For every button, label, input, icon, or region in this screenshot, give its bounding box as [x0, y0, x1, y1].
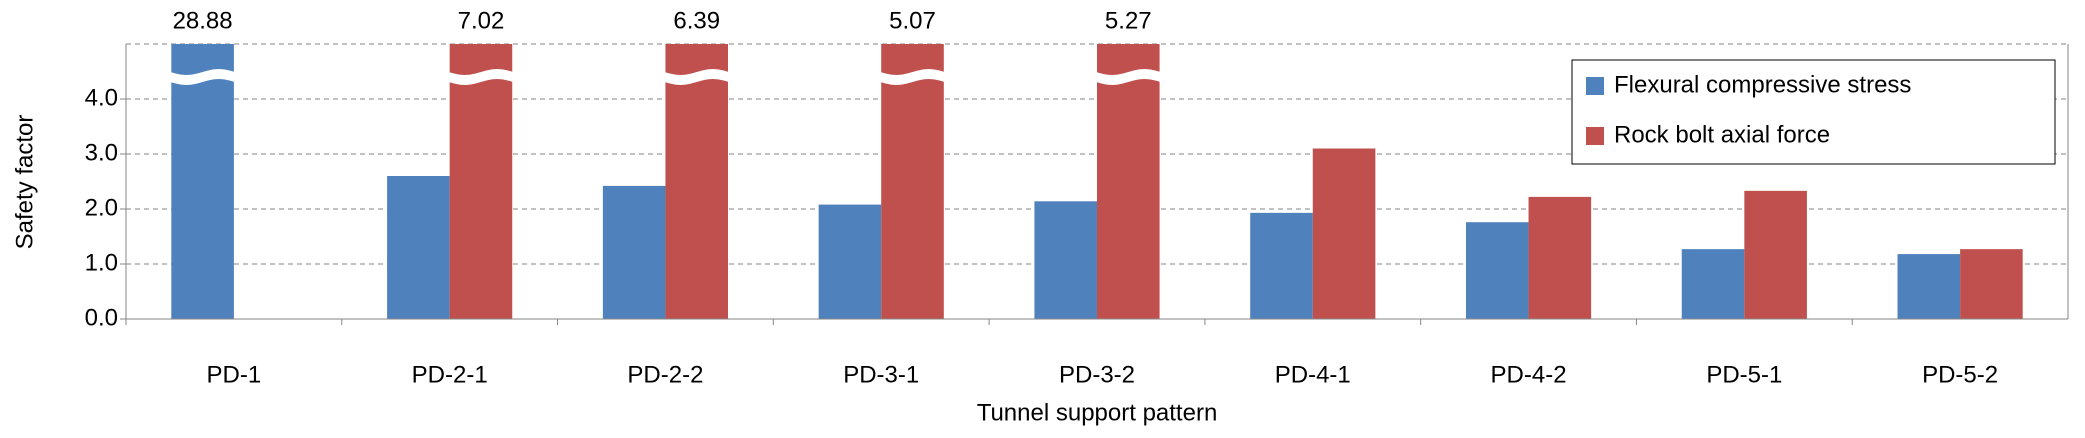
value-label: 5.07: [889, 7, 936, 34]
x-tick-label: PD-3-2: [1059, 361, 1135, 388]
value-label: 5.27: [1105, 7, 1152, 34]
bar: [1097, 44, 1160, 319]
value-label: 7.02: [458, 7, 505, 34]
x-tick-label: PD-3-1: [843, 361, 919, 388]
x-tick-label: PD-1: [207, 361, 262, 388]
bar: [1465, 222, 1529, 319]
axis-break: [1096, 69, 1161, 85]
axis-break: [880, 69, 945, 85]
y-tick-label: 3.0: [85, 139, 118, 166]
legend-box: [1571, 59, 2056, 165]
x-tick-label: PD-5-2: [1922, 361, 1998, 388]
x-tick-label: PD-4-2: [1491, 361, 1567, 388]
x-tick-label: PD-2-1: [412, 361, 488, 388]
bar: [1744, 190, 1807, 319]
bar: [1681, 249, 1745, 319]
bar: [171, 44, 234, 319]
value-label: 28.88: [173, 7, 233, 34]
x-tick-label: PD-2-2: [627, 361, 703, 388]
y-tick-label: 2.0: [85, 194, 118, 221]
bar: [665, 44, 729, 319]
value-label: 6.39: [673, 7, 720, 34]
bar: [1897, 254, 1961, 319]
x-axis-title: Tunnel support pattern: [977, 399, 1218, 426]
bar: [1960, 249, 2023, 319]
y-axis-title: Safety factor: [11, 115, 38, 250]
bar: [881, 44, 944, 319]
bar: [1034, 201, 1097, 319]
bar: [602, 185, 666, 319]
y-tick-label: 0.0: [85, 304, 118, 331]
legend-swatch: [1586, 127, 1604, 145]
bar: [1250, 212, 1313, 319]
bar: [818, 204, 882, 319]
legend-label: Flexural compressive stress: [1614, 71, 1911, 98]
bar: [387, 176, 450, 319]
axis-break: [664, 69, 730, 85]
axis-break: [448, 69, 514, 85]
bar: [1312, 148, 1376, 319]
y-tick-label: 4.0: [85, 84, 118, 111]
axis-break: [170, 69, 235, 85]
bar: [449, 44, 513, 319]
legend-label: Rock bolt axial force: [1614, 121, 1830, 148]
bar: [1528, 196, 1592, 319]
legend-swatch: [1586, 77, 1604, 95]
x-tick-label: PD-5-1: [1706, 361, 1782, 388]
y-tick-label: 1.0: [85, 249, 118, 276]
x-tick-label: PD-4-1: [1275, 361, 1351, 388]
